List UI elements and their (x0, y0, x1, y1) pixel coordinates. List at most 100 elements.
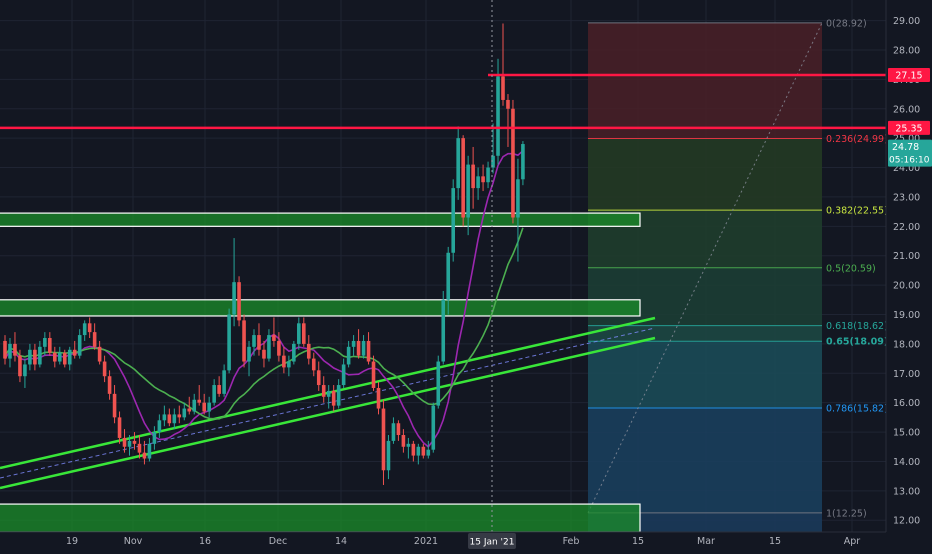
candle-body (97, 346, 102, 362)
candle-body (67, 349, 72, 365)
candle-body (376, 387, 381, 409)
price-tag-27-15: 27.15 (895, 70, 922, 81)
candle-body (456, 138, 460, 189)
x-axis-background (0, 532, 886, 550)
candle-body (326, 390, 331, 397)
candle-body (222, 370, 226, 394)
fib-label-0.65: 0.65(18.09) (826, 337, 888, 348)
fib-trend-diagonal (587, 22, 823, 514)
candle-body (53, 352, 57, 362)
candle-body (496, 76, 500, 156)
candle-body (441, 299, 446, 362)
candle-body (461, 138, 465, 218)
y-tick-label: 28.00 (893, 45, 920, 56)
candle-body (356, 340, 361, 356)
candle-body (292, 343, 296, 362)
candle-body (336, 385, 341, 406)
candle-body (237, 282, 241, 321)
support-zone-2[interactable] (0, 299, 641, 317)
candle-body (202, 402, 206, 412)
support-zone-1[interactable] (0, 212, 641, 227)
candle-body (501, 76, 505, 100)
candle-body (232, 282, 236, 315)
candle-body (486, 167, 490, 183)
y-tick-label: 26.00 (893, 104, 920, 115)
countdown-label: 05:16:10 (889, 156, 930, 166)
fib-zone-7 (588, 512, 822, 532)
candle-body (43, 338, 47, 347)
fib-zone-3 (588, 267, 822, 326)
x-tick-label: 16 (199, 536, 211, 547)
candle-body (217, 385, 221, 394)
candle-body (247, 346, 251, 362)
candle-body (187, 408, 192, 412)
candle-body (23, 364, 27, 377)
x-tick-label: 15 (769, 536, 781, 547)
y-axis[interactable]: 12.00 13.00 14.00 15.00 16.00 17.00 18.00 19.00… (885, 0, 932, 550)
y-tick-label: 22.00 (893, 222, 920, 233)
candle-body (411, 443, 416, 456)
trendline-lower[interactable] (0, 336, 656, 490)
fib-label-0.786: 0.786(15.82) (826, 403, 888, 414)
last-price-tag-bg (888, 139, 932, 167)
candle-body (396, 423, 401, 436)
candle-body (28, 349, 32, 365)
support-zones[interactable] (0, 212, 641, 533)
fib-label-1: 1(12.25) (826, 508, 867, 519)
support-zone-3[interactable] (0, 503, 641, 533)
candle-body (152, 432, 157, 444)
y-axis-background (886, 0, 932, 550)
fib-zone-red (588, 22, 822, 139)
candle-body (257, 335, 261, 350)
candle-body (511, 108, 515, 218)
fib-label-0.382: 0.382(22.55) (826, 206, 888, 217)
fib-zone-6 (588, 407, 822, 513)
y-tick-label: 17.00 (893, 369, 920, 380)
price-tag-25-35: 25.35 (895, 123, 922, 134)
candle-body (3, 340, 7, 359)
price-tag-25-35-bg (888, 120, 930, 135)
candle-body (197, 399, 202, 403)
candle-body (371, 361, 376, 388)
candle-body (277, 340, 281, 356)
y-tick-label: 24.00 (893, 163, 920, 174)
candle-body (38, 346, 42, 365)
last-price-label: 24.78 (892, 142, 919, 153)
y-tick-label: 14.00 (893, 457, 920, 468)
x-tick-label: Mar (697, 536, 715, 547)
x-tick-label: 15 (632, 536, 644, 547)
candle-body (521, 144, 525, 180)
x-axis[interactable]: 19 Nov 16 Dec 14 2021 Feb 15 Mar 15 Apr 15 Jan '21 (0, 531, 886, 550)
candle-body (446, 252, 451, 300)
resistance-lines[interactable] (0, 73, 886, 130)
candle-body (311, 358, 316, 371)
candle-body (147, 443, 152, 459)
candle-body (18, 355, 22, 377)
candle-body (297, 323, 301, 344)
candle-body (471, 164, 475, 189)
candle-body (401, 435, 406, 447)
candle-body (262, 349, 266, 359)
candle-body (341, 364, 346, 386)
fib-labels: 0(28.92) 0.236(24.99) 0.382(22.55) 0.5(20.5… (826, 18, 888, 519)
candle-body (431, 405, 436, 450)
candle-body (92, 332, 97, 347)
candle-body (302, 323, 306, 344)
candle-body (361, 340, 366, 356)
candle-body (87, 323, 92, 333)
y-tick-label: 21.00 (893, 251, 920, 262)
candle-body (102, 361, 107, 377)
candle-body (167, 414, 172, 424)
candle-body (421, 446, 426, 456)
candle-body (386, 440, 391, 471)
candle-body (351, 340, 356, 347)
candle-body (406, 443, 411, 447)
fib-label-0.5: 0.5(20.59) (826, 263, 876, 274)
candle-body (436, 361, 441, 406)
y-tick-label: 20.00 (893, 281, 920, 292)
candle-body (306, 343, 311, 359)
x-tick-label: 14 (335, 536, 347, 547)
candle-body (162, 414, 167, 421)
